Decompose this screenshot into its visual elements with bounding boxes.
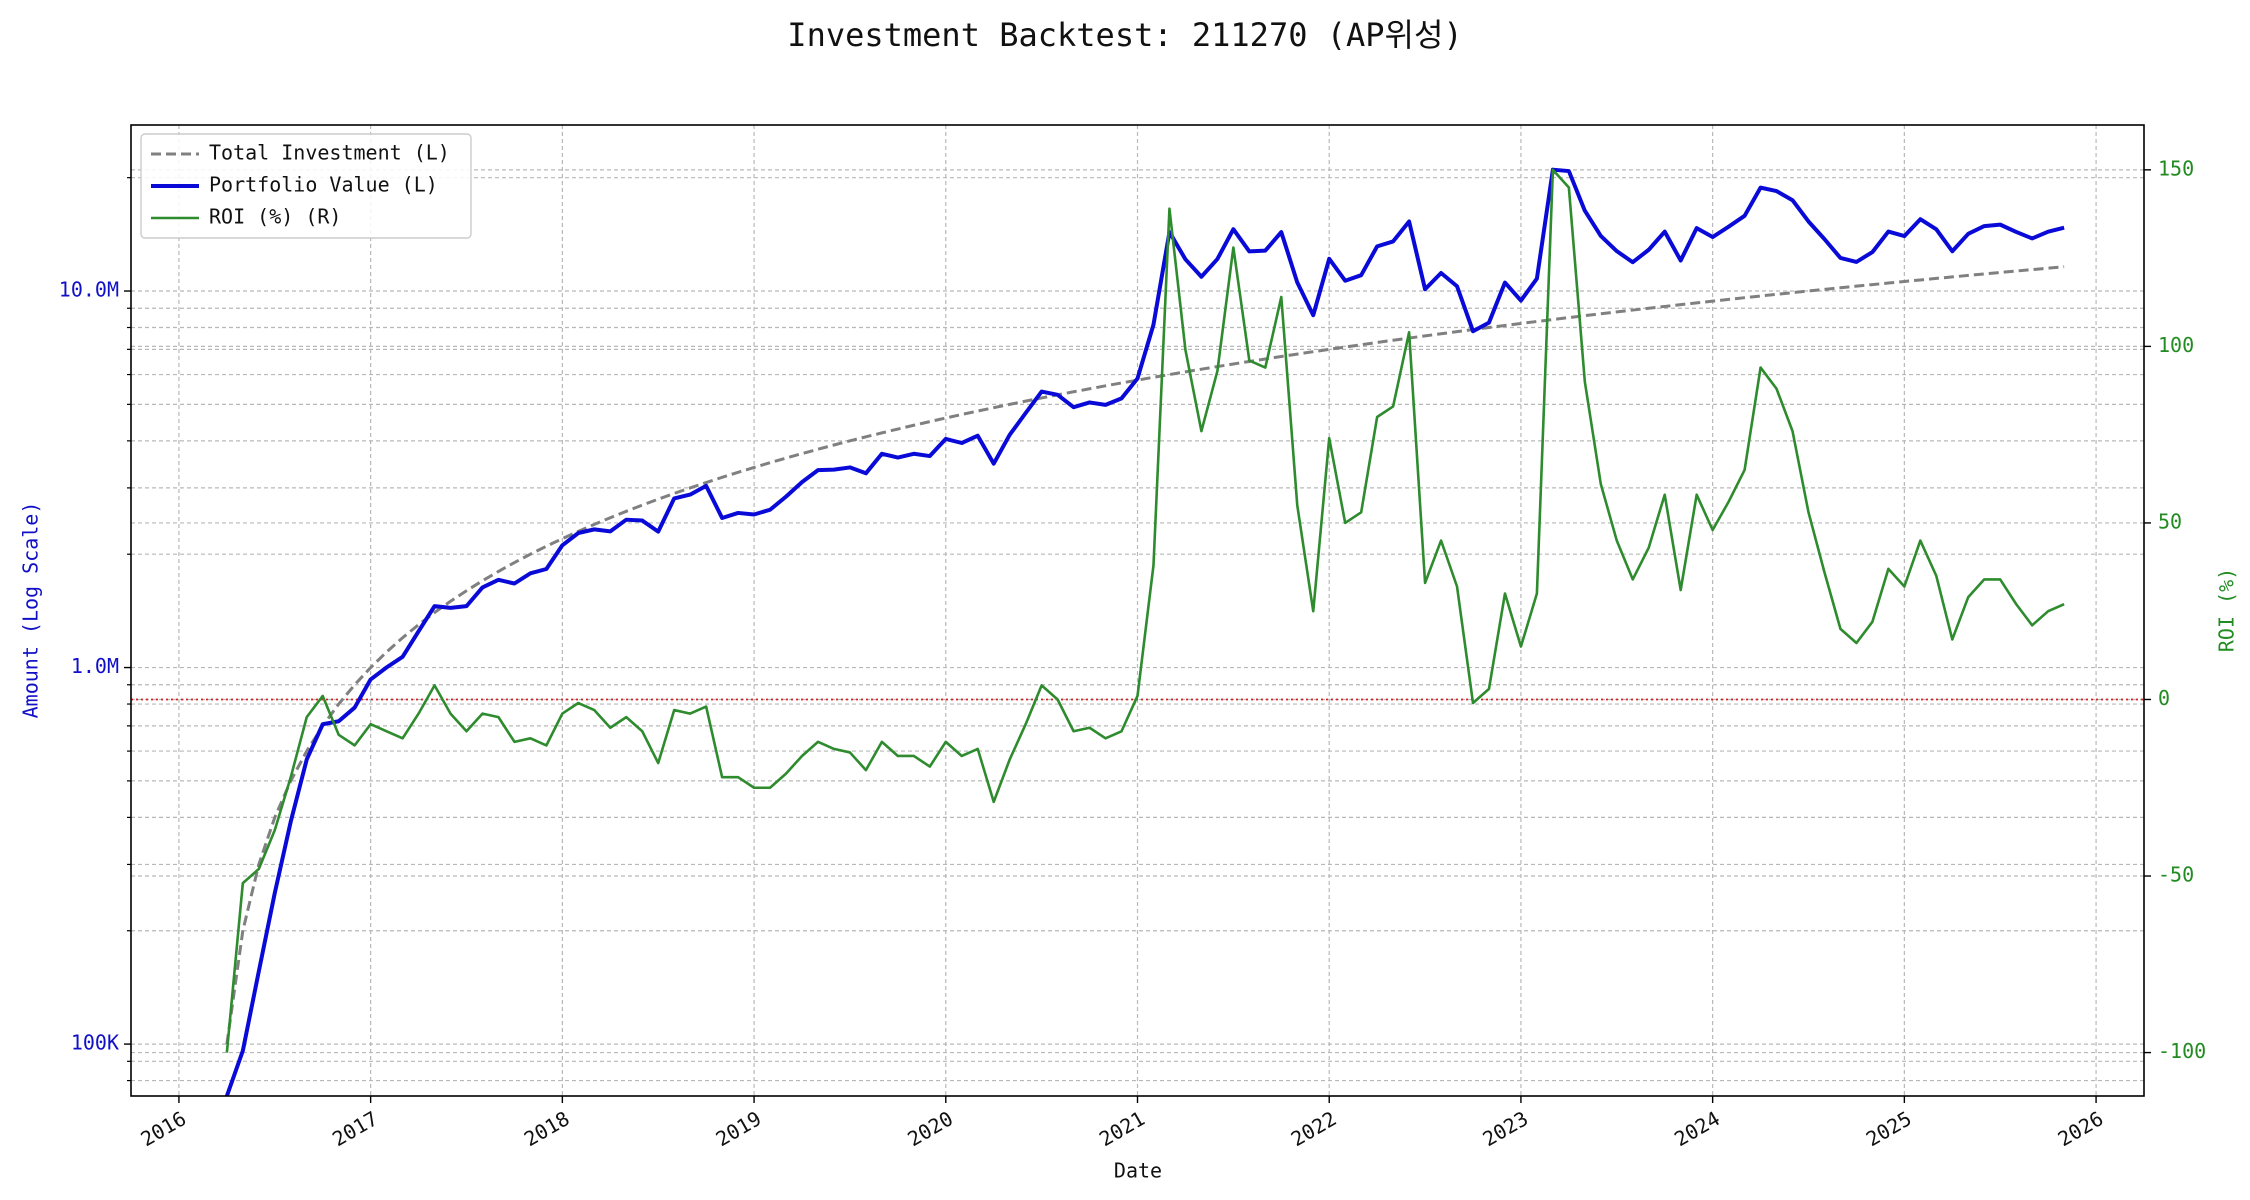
legend: Total Investment (L) Portfolio Value (L) R…	[140, 133, 472, 239]
y-tick-label: 1.0M	[71, 654, 119, 678]
y2-tick-label: -100	[2158, 1039, 2206, 1063]
plot-frame	[130, 124, 2145, 1097]
x-tick-label: 2018	[520, 1106, 574, 1151]
x-tick-label: 2017	[328, 1106, 382, 1151]
legend-label: Total Investment (L)	[209, 141, 450, 165]
x-tick-label: 2020	[903, 1106, 957, 1151]
y2-tick-label: 50	[2158, 509, 2182, 533]
x-tick-label: 2016	[136, 1106, 190, 1151]
plot-area	[224, 167, 2065, 1096]
series-line	[225, 168, 2065, 1053]
series-line	[224, 167, 2065, 1096]
x-tick-label: 2022	[1287, 1106, 1341, 1151]
legend-box	[140, 133, 472, 239]
y-tick-label: 100K	[71, 1031, 119, 1055]
y-tick-label: 10.0M	[59, 278, 119, 302]
x-tick-label: 2019	[712, 1106, 766, 1151]
y2-tick-label: 100	[2158, 333, 2194, 357]
chart-title: Investment Backtest: 211270 (AP위성)	[787, 16, 1462, 54]
legend-label: Portfolio Value (L)	[209, 173, 438, 197]
series-line	[225, 265, 2065, 1045]
x-tick-label: 2021	[1095, 1106, 1149, 1151]
x-tick-label: 2025	[1862, 1106, 1916, 1151]
x-axis-label: Date	[1114, 1159, 1162, 1183]
x-tick-label: 2026	[2054, 1106, 2108, 1151]
y-axis-label: Amount (Log Scale)	[19, 502, 43, 719]
x-tick-label: 2024	[1670, 1106, 1724, 1151]
y2-tick-label: -50	[2158, 863, 2194, 887]
legend-label: ROI (%) (R)	[209, 205, 341, 229]
x-tick-label: 2023	[1478, 1106, 1532, 1151]
y2-tick-label: 150	[2158, 156, 2194, 180]
y2-tick-label: 0	[2158, 686, 2170, 710]
y2-axis-label: ROI (%)	[2215, 568, 2239, 652]
